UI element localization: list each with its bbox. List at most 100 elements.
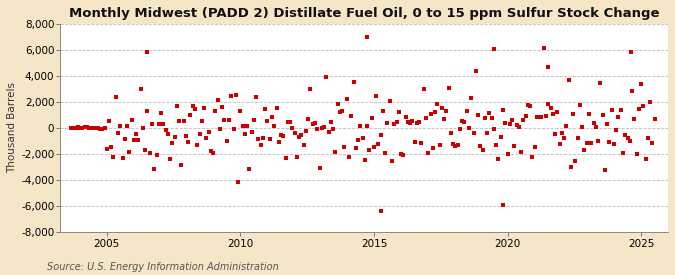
Point bbox=[409, 140, 420, 144]
Point bbox=[507, 118, 518, 122]
Point bbox=[337, 109, 348, 114]
Point bbox=[633, 107, 644, 111]
Point bbox=[90, 126, 101, 130]
Point bbox=[545, 106, 556, 110]
Point bbox=[305, 86, 316, 91]
Point bbox=[579, 148, 590, 153]
Point bbox=[226, 94, 237, 98]
Point bbox=[271, 106, 282, 110]
Point bbox=[176, 162, 187, 167]
Point bbox=[194, 132, 205, 136]
Point bbox=[375, 132, 386, 137]
Point bbox=[246, 130, 257, 135]
Point bbox=[430, 109, 441, 114]
Point bbox=[300, 129, 311, 133]
Point bbox=[348, 80, 359, 84]
Point bbox=[549, 132, 560, 137]
Point bbox=[158, 122, 169, 127]
Point bbox=[459, 120, 470, 124]
Point bbox=[171, 104, 182, 108]
Point bbox=[185, 113, 196, 117]
Point bbox=[138, 126, 148, 130]
Point bbox=[122, 123, 132, 128]
Point bbox=[242, 124, 252, 128]
Point bbox=[205, 149, 216, 153]
Point bbox=[437, 106, 448, 110]
Point bbox=[504, 122, 515, 127]
Point bbox=[387, 159, 398, 164]
Point bbox=[375, 209, 386, 213]
Point bbox=[543, 102, 554, 106]
Point bbox=[457, 119, 468, 123]
Point bbox=[559, 136, 570, 140]
Point bbox=[115, 124, 126, 129]
Point bbox=[292, 155, 302, 160]
Point bbox=[278, 134, 289, 138]
Point bbox=[70, 125, 81, 130]
Point bbox=[552, 110, 563, 114]
Point bbox=[126, 118, 137, 122]
Point bbox=[482, 130, 493, 135]
Point bbox=[303, 117, 314, 122]
Point bbox=[128, 138, 139, 142]
Point bbox=[230, 93, 241, 98]
Point bbox=[486, 116, 497, 120]
Point bbox=[248, 118, 259, 123]
Point bbox=[350, 146, 361, 151]
Point bbox=[317, 126, 327, 131]
Point bbox=[192, 143, 202, 147]
Point bbox=[221, 139, 232, 144]
Point bbox=[622, 136, 633, 140]
Point bbox=[384, 98, 395, 103]
Point bbox=[423, 150, 433, 155]
Point bbox=[280, 156, 291, 161]
Point bbox=[593, 139, 603, 144]
Point bbox=[265, 137, 275, 141]
Point bbox=[588, 121, 599, 126]
Point bbox=[556, 131, 567, 135]
Point bbox=[586, 141, 597, 145]
Point bbox=[362, 35, 373, 39]
Point bbox=[522, 103, 533, 108]
Point bbox=[357, 136, 368, 141]
Point bbox=[400, 115, 411, 119]
Point bbox=[167, 141, 178, 145]
Point bbox=[394, 109, 404, 114]
Point bbox=[314, 166, 325, 170]
Point bbox=[468, 131, 479, 136]
Point bbox=[325, 119, 336, 124]
Point bbox=[110, 95, 121, 100]
Point bbox=[439, 117, 450, 122]
Point bbox=[140, 148, 151, 152]
Point bbox=[223, 118, 234, 123]
Point bbox=[262, 119, 273, 123]
Point bbox=[601, 122, 612, 126]
Point bbox=[425, 112, 436, 116]
Point bbox=[250, 95, 261, 99]
Point bbox=[233, 180, 244, 185]
Point bbox=[310, 120, 321, 125]
Point bbox=[434, 143, 445, 147]
Point bbox=[165, 156, 176, 161]
Point bbox=[377, 109, 388, 113]
Point bbox=[511, 122, 522, 127]
Point bbox=[282, 120, 293, 124]
Point bbox=[339, 145, 350, 149]
Point bbox=[554, 142, 565, 146]
Point bbox=[196, 119, 207, 123]
Point bbox=[258, 136, 269, 141]
Point bbox=[332, 102, 343, 106]
Point bbox=[572, 136, 583, 140]
Point bbox=[296, 133, 307, 137]
Point bbox=[402, 120, 413, 124]
Point bbox=[518, 118, 529, 123]
Point bbox=[527, 154, 538, 159]
Point bbox=[335, 110, 346, 114]
Point bbox=[287, 126, 298, 130]
Point bbox=[169, 135, 180, 140]
Point bbox=[142, 109, 153, 113]
Point bbox=[620, 133, 630, 137]
Point bbox=[427, 146, 438, 150]
Point bbox=[219, 118, 230, 123]
Point bbox=[190, 106, 200, 111]
